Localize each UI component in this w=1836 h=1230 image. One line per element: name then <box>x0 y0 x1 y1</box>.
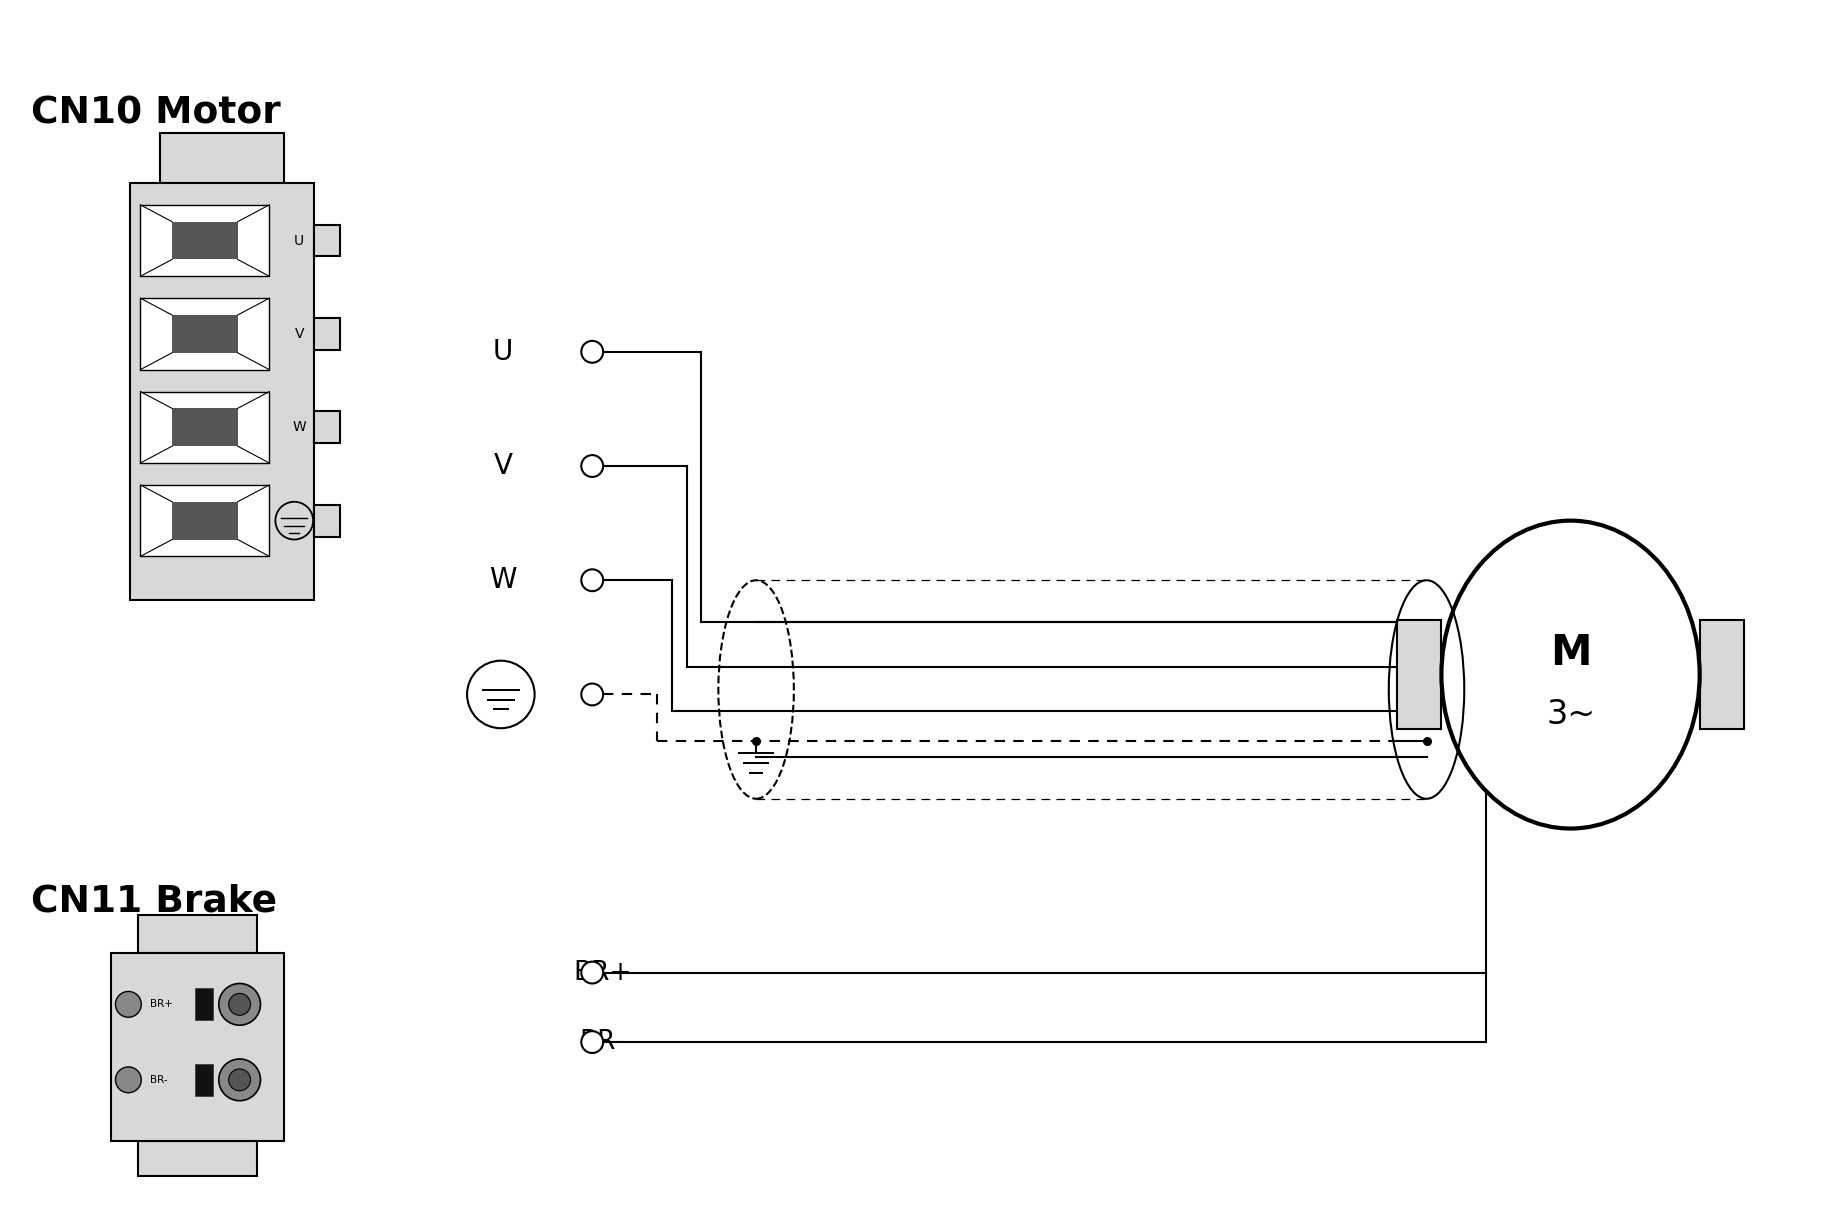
Bar <box>1397 620 1441 729</box>
Bar <box>173 408 237 446</box>
Text: V: V <box>294 327 305 341</box>
Circle shape <box>218 1059 261 1101</box>
Bar <box>138 1141 257 1176</box>
Bar <box>140 298 270 370</box>
Bar <box>140 205 270 277</box>
Circle shape <box>582 455 604 477</box>
Circle shape <box>582 684 604 705</box>
Circle shape <box>582 1031 604 1053</box>
Circle shape <box>582 341 604 363</box>
Bar <box>314 225 340 256</box>
Circle shape <box>116 1066 141 1092</box>
Ellipse shape <box>1441 520 1700 829</box>
Bar <box>140 485 270 556</box>
Text: M: M <box>1550 632 1592 674</box>
Text: BR-: BR- <box>151 1075 167 1085</box>
Text: BR+: BR+ <box>151 999 173 1010</box>
Bar <box>138 915 257 953</box>
Circle shape <box>230 1069 250 1091</box>
Circle shape <box>582 962 604 984</box>
Circle shape <box>218 984 261 1025</box>
Text: W: W <box>292 421 307 434</box>
Bar <box>110 953 285 1141</box>
Circle shape <box>582 569 604 592</box>
Bar <box>140 391 270 462</box>
Text: W: W <box>488 566 516 594</box>
Text: CN11 Brake: CN11 Brake <box>31 883 277 919</box>
Circle shape <box>230 994 250 1015</box>
Text: BR-: BR- <box>580 1030 624 1055</box>
Bar <box>173 502 237 540</box>
Text: U: U <box>294 234 305 247</box>
Bar <box>130 183 314 600</box>
Text: U: U <box>492 338 512 365</box>
Bar <box>314 411 340 443</box>
Bar <box>173 221 237 260</box>
Bar <box>195 1064 213 1096</box>
Bar <box>314 504 340 536</box>
Text: 3~: 3~ <box>1546 697 1595 731</box>
Bar <box>1700 620 1744 729</box>
Bar <box>314 319 340 349</box>
Circle shape <box>116 991 141 1017</box>
Bar <box>160 133 285 183</box>
Bar <box>195 989 213 1020</box>
Bar <box>173 315 237 353</box>
Text: V: V <box>494 451 512 480</box>
Text: CN10 Motor: CN10 Motor <box>31 96 281 132</box>
Text: BR+: BR+ <box>573 959 632 985</box>
